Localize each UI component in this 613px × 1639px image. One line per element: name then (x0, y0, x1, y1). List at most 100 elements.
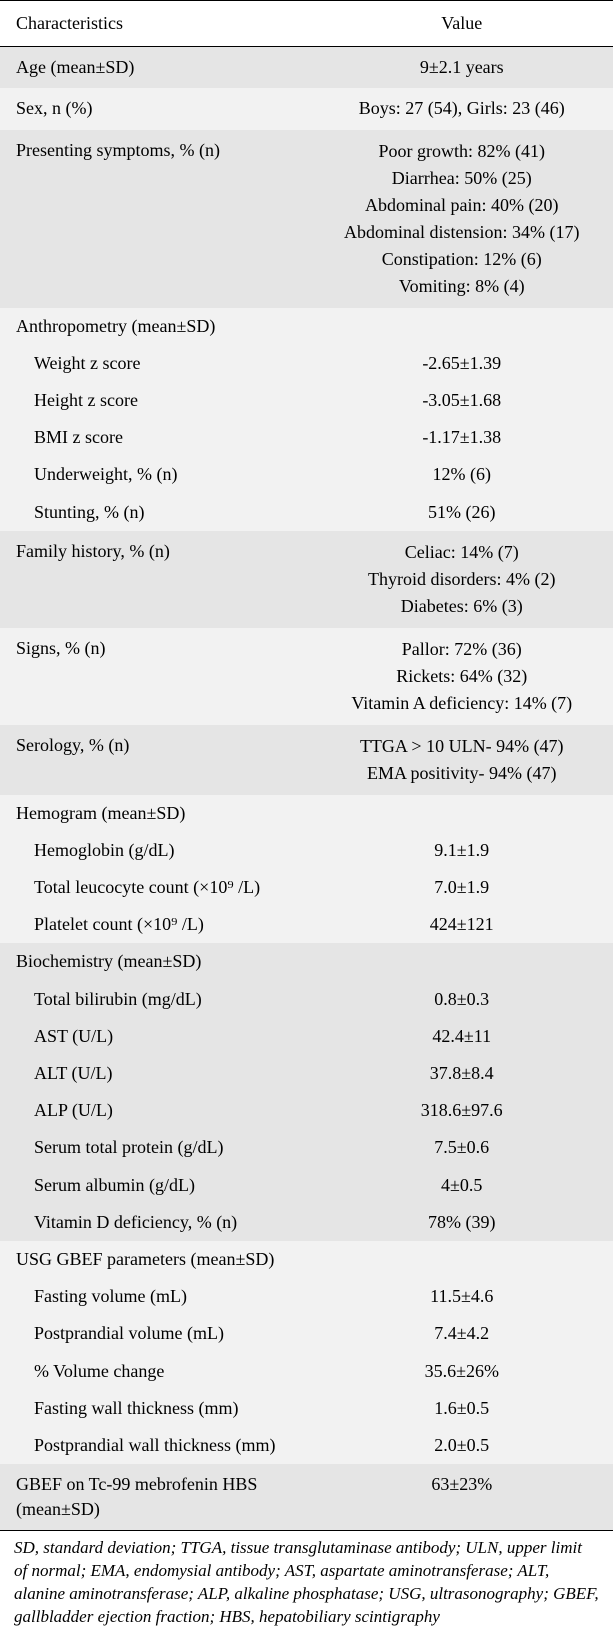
value-biochem-sub: 318.6±97.6 (307, 1092, 613, 1129)
label-hemogram-sub: Hemoglobin (g/dL) (0, 832, 307, 869)
row-signs: Signs, % (n) Pallor: 72% (36) Rickets: 6… (0, 628, 613, 725)
row-family: Family history, % (n) Celiac: 14% (7) Th… (0, 531, 613, 628)
value-anthro-sub: -2.65±1.39 (307, 345, 613, 382)
label-family: Family history, % (n) (0, 531, 307, 628)
signs-line: Vitamin A deficiency: 14% (7) (323, 690, 602, 717)
row-usg-item: Fasting volume (mL) 11.5±4.6 (0, 1278, 613, 1315)
serology-line: EMA positivity- 94% (47) (323, 760, 602, 787)
label-anthro-sub: Height z score (0, 382, 307, 419)
value-usg-sub: 1.6±0.5 (307, 1390, 613, 1427)
label-usg-sub: Postprandial wall thickness (mm) (0, 1427, 307, 1464)
row-hemogram-header: Hemogram (mean±SD) (0, 795, 613, 832)
row-biochem-header: Biochemistry (mean±SD) (0, 943, 613, 980)
label-anthro-sub: BMI z score (0, 419, 307, 456)
label-age: Age (mean±SD) (0, 47, 307, 89)
symptom-line: Diarrhea: 50% (25) (323, 165, 602, 192)
row-gbef: GBEF on Tc-99 mebrofenin HBS (mean±SD) 6… (0, 1464, 613, 1531)
label-anthro-sub: Weight z score (0, 345, 307, 382)
value-usg-sub: 2.0±0.5 (307, 1427, 613, 1464)
value-biochem-sub: 42.4±11 (307, 1018, 613, 1055)
label-sex: Sex, n (%) (0, 88, 307, 129)
characteristics-table: Characteristics Value Age (mean±SD) 9±2.… (0, 0, 613, 1531)
label-usg-sub: Fasting wall thickness (mm) (0, 1390, 307, 1427)
row-usg-header: USG GBEF parameters (mean±SD) (0, 1241, 613, 1278)
row-anthro-item: Weight z score -2.65±1.39 (0, 345, 613, 382)
value-usg-sub: 35.6±26% (307, 1353, 613, 1390)
row-usg-item: Fasting wall thickness (mm) 1.6±0.5 (0, 1390, 613, 1427)
row-hemogram-item: Total leucocyte count (×10⁹ /L) 7.0±1.9 (0, 869, 613, 906)
label-signs: Signs, % (n) (0, 628, 307, 725)
header-characteristics: Characteristics (0, 1, 307, 47)
serology-line: TTGA > 10 ULN- 94% (47) (323, 733, 602, 760)
value-family: Celiac: 14% (7) Thyroid disorders: 4% (2… (307, 531, 613, 628)
label-biochem-sub: Serum total protein (g/dL) (0, 1129, 307, 1166)
row-usg-item: Postprandial wall thickness (mm) 2.0±0.5 (0, 1427, 613, 1464)
signs-line: Pallor: 72% (36) (323, 636, 602, 663)
label-serology: Serology, % (n) (0, 725, 307, 795)
family-line: Celiac: 14% (7) (323, 539, 602, 566)
row-age: Age (mean±SD) 9±2.1 years (0, 47, 613, 89)
value-biochem-sub: 4±0.5 (307, 1167, 613, 1204)
row-sex: Sex, n (%) Boys: 27 (54), Girls: 23 (46) (0, 88, 613, 129)
value-biochem-sub: 0.8±0.3 (307, 981, 613, 1018)
label-usg: USG GBEF parameters (mean±SD) (0, 1241, 307, 1278)
label-usg-sub: % Volume change (0, 1353, 307, 1390)
value-anthro-sub: 12% (6) (307, 456, 613, 493)
value-biochem-sub: 78% (39) (307, 1204, 613, 1241)
row-biochem-item: ALP (U/L) 318.6±97.6 (0, 1092, 613, 1129)
value-anthro-sub: -3.05±1.68 (307, 382, 613, 419)
value-hemogram-sub: 9.1±1.9 (307, 832, 613, 869)
value-hemogram-sub: 424±121 (307, 906, 613, 943)
label-usg-sub: Fasting volume (mL) (0, 1278, 307, 1315)
value-hemogram-sub: 7.0±1.9 (307, 869, 613, 906)
label-biochem-sub: ALP (U/L) (0, 1092, 307, 1129)
label-anthro-sub: Stunting, % (n) (0, 494, 307, 531)
row-anthro-item: Underweight, % (n) 12% (6) (0, 456, 613, 493)
row-usg-item: Postprandial volume (mL) 7.4±4.2 (0, 1315, 613, 1352)
value-symptoms: Poor growth: 82% (41) Diarrhea: 50% (25)… (307, 130, 613, 308)
value-anthro-sub: -1.17±1.38 (307, 419, 613, 456)
signs-line: Rickets: 64% (32) (323, 663, 602, 690)
label-biochem-sub: Vitamin D deficiency, % (n) (0, 1204, 307, 1241)
label-anthro-sub: Underweight, % (n) (0, 456, 307, 493)
family-line: Diabetes: 6% (3) (323, 593, 602, 620)
symptom-line: Vomiting: 8% (4) (323, 273, 602, 300)
value-age: 9±2.1 years (307, 47, 613, 89)
label-biochem-sub: Serum albumin (g/dL) (0, 1167, 307, 1204)
symptom-line: Abdominal pain: 40% (20) (323, 192, 602, 219)
label-biochem: Biochemistry (mean±SD) (0, 943, 307, 980)
label-hemogram: Hemogram (mean±SD) (0, 795, 307, 832)
value-usg-sub: 11.5±4.6 (307, 1278, 613, 1315)
symptom-line: Constipation: 12% (6) (323, 246, 602, 273)
value-signs: Pallor: 72% (36) Rickets: 64% (32) Vitam… (307, 628, 613, 725)
row-hemogram-item: Hemoglobin (g/dL) 9.1±1.9 (0, 832, 613, 869)
row-biochem-item: ALT (U/L) 37.8±8.4 (0, 1055, 613, 1092)
row-biochem-item: Total bilirubin (mg/dL) 0.8±0.3 (0, 981, 613, 1018)
row-anthro-item: BMI z score -1.17±1.38 (0, 419, 613, 456)
symptom-line: Poor growth: 82% (41) (323, 138, 602, 165)
label-biochem-sub: Total bilirubin (mg/dL) (0, 981, 307, 1018)
row-anthro-header: Anthropometry (mean±SD) (0, 308, 613, 345)
symptom-line: Abdominal distension: 34% (17) (323, 219, 602, 246)
label-gbef: GBEF on Tc-99 mebrofenin HBS (mean±SD) (0, 1464, 307, 1531)
row-biochem-item: Serum albumin (g/dL) 4±0.5 (0, 1167, 613, 1204)
label-biochem-sub: AST (U/L) (0, 1018, 307, 1055)
value-anthro-sub: 51% (26) (307, 494, 613, 531)
label-biochem-sub: ALT (U/L) (0, 1055, 307, 1092)
value-gbef: 63±23% (307, 1464, 613, 1531)
value-usg-sub: 7.4±4.2 (307, 1315, 613, 1352)
label-hemogram-sub: Platelet count (×10⁹ /L) (0, 906, 307, 943)
label-usg-sub: Postprandial volume (mL) (0, 1315, 307, 1352)
row-symptoms: Presenting symptoms, % (n) Poor growth: … (0, 130, 613, 308)
row-anthro-item: Height z score -3.05±1.68 (0, 382, 613, 419)
value-biochem-sub: 37.8±8.4 (307, 1055, 613, 1092)
table-footnote: SD, standard deviation; TTGA, tissue tra… (0, 1531, 613, 1639)
row-biochem-item: Vitamin D deficiency, % (n) 78% (39) (0, 1204, 613, 1241)
value-biochem-sub: 7.5±0.6 (307, 1129, 613, 1166)
value-sex: Boys: 27 (54), Girls: 23 (46) (307, 88, 613, 129)
row-biochem-item: AST (U/L) 42.4±11 (0, 1018, 613, 1055)
value-serology: TTGA > 10 ULN- 94% (47) EMA positivity- … (307, 725, 613, 795)
label-symptoms: Presenting symptoms, % (n) (0, 130, 307, 308)
table-header-row: Characteristics Value (0, 1, 613, 47)
row-biochem-item: Serum total protein (g/dL) 7.5±0.6 (0, 1129, 613, 1166)
